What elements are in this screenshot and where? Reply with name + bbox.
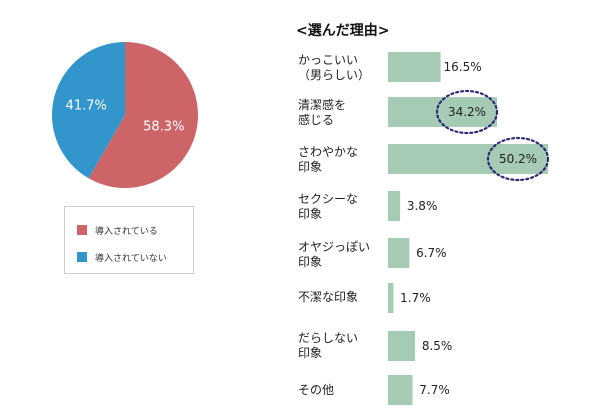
category-label: その他 bbox=[298, 383, 335, 397]
pie-slice bbox=[51, 41, 125, 179]
bar bbox=[388, 191, 401, 221]
highlight-circle bbox=[486, 136, 550, 182]
pie-legend: 導入されている 導入されていない bbox=[64, 206, 194, 274]
legend-label-adopted: 導入されている bbox=[95, 226, 158, 237]
pie-slice bbox=[88, 42, 198, 189]
category-label: かっこいい （男らしい） bbox=[298, 53, 371, 82]
legend-label-not-adopted: 導入されていない bbox=[95, 253, 167, 264]
bar bbox=[388, 52, 441, 82]
category-label: 不潔な印象 bbox=[298, 290, 359, 304]
bar bbox=[388, 375, 413, 405]
bar-value-label: 3.8% bbox=[407, 199, 438, 213]
highlight-circle bbox=[435, 89, 499, 135]
pie-slice-label: 58.3% bbox=[143, 119, 184, 134]
bar-value-label: 50.2% bbox=[499, 152, 537, 166]
legend-swatch-adopted bbox=[77, 225, 87, 235]
bar bbox=[388, 97, 498, 127]
category-label: 清潔感を 感じる bbox=[298, 98, 347, 127]
bar bbox=[388, 331, 416, 361]
bar-value-label: 16.5% bbox=[444, 60, 482, 74]
bar-chart-title: <選んだ理由> bbox=[296, 23, 390, 39]
category-label: だらしない 印象 bbox=[298, 331, 359, 360]
category-label: セクシーな 印象 bbox=[298, 192, 359, 221]
legend-item-not-adopted: 導入されていない bbox=[77, 250, 167, 264]
bar-value-label: 8.5% bbox=[422, 339, 453, 353]
bar-value-label: 7.7% bbox=[419, 383, 450, 397]
bar bbox=[388, 283, 394, 313]
bar bbox=[388, 238, 410, 268]
category-label: さわやかな 印象 bbox=[298, 145, 359, 174]
bar-value-label: 34.2% bbox=[448, 105, 486, 119]
legend-swatch-not-adopted bbox=[77, 252, 87, 262]
legend-item-adopted: 導入されている bbox=[77, 223, 158, 237]
bar-value-label: 1.7% bbox=[400, 291, 431, 305]
bar bbox=[388, 144, 548, 174]
pie-slice-label: 41.7% bbox=[66, 99, 107, 114]
bar-value-label: 6.7% bbox=[416, 246, 447, 260]
category-label: オヤジっぽい 印象 bbox=[298, 240, 371, 269]
